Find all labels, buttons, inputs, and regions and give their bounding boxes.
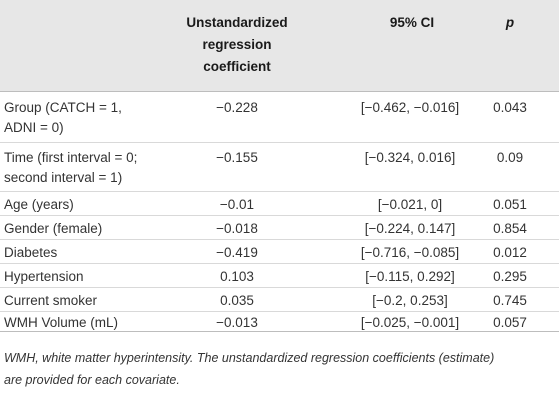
- row-ci: [−0.462, −0.016]: [360, 100, 460, 115]
- row-label: Time (first interval = 0; second interva…: [4, 148, 174, 188]
- header-coefficient-line: regression: [202, 37, 272, 52]
- table-row: Age (years) −0.01 [−0.021, 0] 0.051: [0, 192, 559, 216]
- row-coefficient: −0.419: [216, 245, 258, 260]
- row-ci: [−0.324, 0.016]: [364, 150, 456, 165]
- row-ci: [−0.025, −0.001]: [360, 315, 460, 330]
- header-p: p: [505, 15, 515, 30]
- row-label-line: Group (CATCH = 1,: [4, 100, 122, 115]
- row-ci: [−0.716, −0.085]: [360, 245, 460, 260]
- row-coefficient: −0.013: [216, 315, 258, 330]
- table-row: Hypertension 0.103 [−0.115, 0.292] 0.295: [0, 264, 559, 288]
- row-p: 0.295: [493, 269, 527, 284]
- row-ci: [−0.224, 0.147]: [364, 221, 456, 236]
- row-coefficient: 0.103: [220, 269, 254, 284]
- table-row: Gender (female) −0.018 [−0.224, 0.147] 0…: [0, 216, 559, 240]
- header-coefficient: Unstandardized regression coefficient: [176, 12, 298, 78]
- footnote-line: WMH, white matter hyperintensity. The un…: [4, 351, 495, 365]
- row-label: Age (years): [4, 197, 74, 212]
- row-label: Hypertension: [4, 269, 84, 284]
- row-coefficient: 0.035: [220, 293, 254, 308]
- row-label: Diabetes: [4, 245, 58, 260]
- row-p: 0.09: [496, 150, 524, 165]
- row-ci: [−0.2, 0.253]: [372, 293, 448, 308]
- table-header: Unstandardized regression coefficient 95…: [0, 0, 559, 91]
- row-label-line: ADNI = 0): [4, 120, 64, 135]
- table-row: Time (first interval = 0; second interva…: [0, 143, 559, 192]
- row-label: Gender (female): [4, 221, 103, 236]
- row-p: 0.854: [493, 221, 527, 236]
- table-row: WMH Volume (mL) −0.013 [−0.025, −0.001] …: [0, 312, 559, 331]
- table-row: Diabetes −0.419 [−0.716, −0.085] 0.012: [0, 240, 559, 264]
- row-coefficient: −0.018: [216, 221, 258, 236]
- row-label: WMH Volume (mL): [4, 315, 119, 330]
- row-label: Group (CATCH = 1, ADNI = 0): [4, 98, 174, 138]
- row-p: 0.043: [493, 100, 527, 115]
- table-row: Current smoker 0.035 [−0.2, 0.253] 0.745: [0, 288, 559, 312]
- footnote-line: are provided for each covariate.: [4, 373, 180, 387]
- row-coefficient: −0.155: [216, 150, 258, 165]
- row-ci: [−0.021, 0]: [377, 197, 443, 212]
- row-label-line: second interval = 1): [4, 170, 123, 185]
- table-bottom-rule: [0, 331, 559, 332]
- row-ci: [−0.115, 0.292]: [365, 269, 455, 284]
- table-footnote: WMH, white matter hyperintensity. The un…: [4, 347, 556, 391]
- row-p: 0.051: [493, 197, 527, 212]
- row-p: 0.057: [493, 315, 527, 330]
- header-divider: [0, 91, 559, 92]
- row-p: 0.012: [493, 245, 527, 260]
- row-label: Current smoker: [4, 293, 98, 308]
- header-coefficient-line: Unstandardized: [186, 15, 288, 30]
- table-row: Group (CATCH = 1, ADNI = 0) −0.228 [−0.4…: [0, 92, 559, 143]
- row-coefficient: −0.228: [216, 100, 258, 115]
- row-label-line: Time (first interval = 0;: [4, 150, 138, 165]
- header-ci: 95% CI: [389, 15, 435, 30]
- header-coefficient-line: coefficient: [203, 59, 271, 74]
- row-p: 0.745: [493, 293, 527, 308]
- row-coefficient: −0.01: [219, 197, 255, 212]
